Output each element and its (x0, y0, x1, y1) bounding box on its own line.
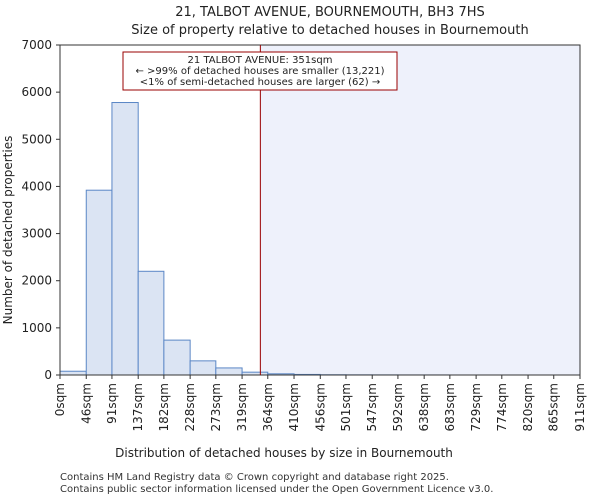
x-tick-label: 410sqm (287, 383, 301, 431)
bar-group (59, 102, 451, 376)
y-axis-label: Number of detached properties (1, 136, 15, 325)
x-tick-label: 729sqm (469, 383, 483, 431)
x-tick-label: 820sqm (521, 383, 535, 431)
chart-subtitle: Size of property relative to detached ho… (131, 23, 528, 38)
property-annotation: 21 TALBOT AVENUE: 351sqm ← >99% of detac… (122, 51, 398, 91)
larger-region-highlight (260, 45, 580, 375)
y-tick-label: 5000 (21, 132, 52, 146)
x-tick-label: 228sqm (183, 383, 197, 431)
footer-copyright: Contains HM Land Registry data © Crown c… (60, 472, 449, 483)
y-tick-label: 0 (44, 368, 52, 382)
annotation-line-3: <1% of semi-detached houses are larger (… (140, 77, 380, 88)
x-tick-label: 0sqm (53, 383, 67, 416)
y-tick-label: 7000 (21, 38, 52, 52)
y-tick-label: 6000 (21, 85, 52, 99)
bar-273sqm (215, 367, 243, 376)
y-axis: 0 1000 2000 3000 4000 5000 6000 7000 (21, 38, 60, 382)
x-tick-label: 638sqm (417, 383, 431, 431)
y-tick-label: 4000 (21, 179, 52, 193)
x-tick-label: 501sqm (339, 383, 353, 431)
bar-91sqm (111, 102, 139, 376)
annotation-line-1: 21 TALBOT AVENUE: 351sqm (188, 55, 333, 66)
y-tick-label: 3000 (21, 227, 52, 241)
annotation-box (122, 51, 398, 91)
bar-137sqm (137, 270, 165, 376)
x-tick-label: 137sqm (131, 383, 145, 431)
footer-licence: Contains public sector information licen… (60, 484, 494, 495)
x-tick-label: 364sqm (261, 383, 275, 431)
bar-0sqm (59, 370, 87, 376)
x-axis-label: Distribution of detached houses by size … (115, 446, 453, 460)
x-tick-label: 91sqm (105, 383, 119, 424)
x-tick-label: 865sqm (547, 383, 561, 431)
y-tick-label: 1000 (21, 321, 52, 335)
y-tick-label: 2000 (21, 274, 52, 288)
x-tick-label: 46sqm (79, 383, 93, 424)
histogram-chart: 21, TALBOT AVENUE, BOURNEMOUTH, BH3 7HS … (1, 5, 587, 460)
x-tick-label: 774sqm (495, 383, 509, 431)
x-tick-label: 547sqm (365, 383, 379, 431)
bar-228sqm (189, 360, 217, 376)
x-tick-label: 683sqm (443, 383, 457, 431)
annotation-line-2: ← >99% of detached houses are smaller (1… (136, 66, 385, 77)
x-tick-label: 273sqm (209, 383, 223, 431)
bar-182sqm (163, 339, 191, 376)
x-tick-label: 182sqm (157, 383, 171, 431)
chart-title: 21, TALBOT AVENUE, BOURNEMOUTH, BH3 7HS (175, 5, 485, 20)
bar-46sqm (85, 189, 113, 376)
x-tick-label: 319sqm (235, 383, 249, 431)
x-axis: 0sqm 46sqm 91sqm 137sqm 182sqm 228sqm 273sqm 31… (53, 375, 587, 431)
x-tick-label: 592sqm (391, 383, 405, 431)
x-tick-label: 911sqm (573, 383, 587, 431)
x-tick-label: 456sqm (313, 383, 327, 431)
